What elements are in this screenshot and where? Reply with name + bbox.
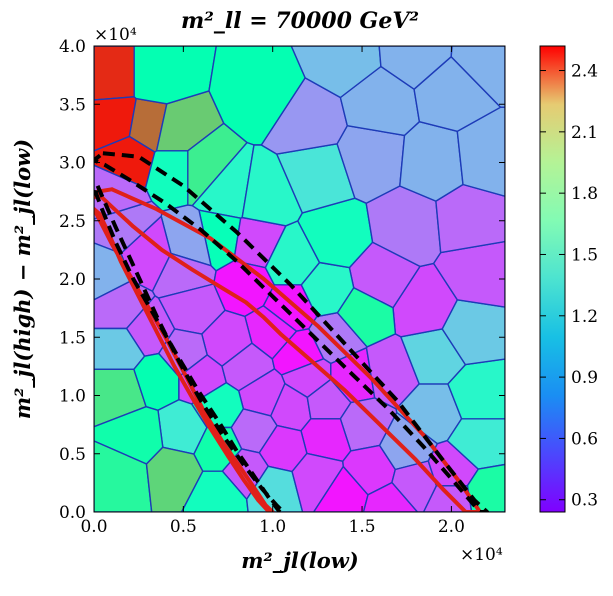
colorbar-tick-label: 0.3	[571, 491, 598, 511]
x-tick-label: 1.0	[259, 517, 286, 537]
colorbar-tick-label: 1.2	[571, 307, 598, 327]
x-scale-factor: ×10⁴	[460, 545, 503, 565]
y-tick-label: 0.5	[59, 445, 86, 465]
x-tick-label: 0.0	[80, 517, 107, 537]
x-axis: 0.0 0.5 1.0 1.5 2.0	[80, 46, 465, 537]
y-tick-label: 2.0	[59, 270, 86, 290]
y-scale-factor: ×10⁴	[94, 25, 137, 45]
voronoi-cell	[290, 46, 382, 99]
contour-curves	[94, 151, 490, 512]
y-tick-label: 4.0	[59, 37, 86, 57]
y-tick-label: 1.5	[59, 328, 86, 348]
voronoi-cell	[450, 46, 505, 108]
colorbar-tick-label: 2.1	[571, 123, 598, 143]
x-tick-label: 1.5	[349, 517, 376, 537]
x-axis-label: m²_jl(low)	[241, 548, 358, 573]
voronoi-cell	[378, 46, 453, 90]
voronoi-cell	[94, 46, 135, 101]
x-tick-label: 0.5	[170, 517, 197, 537]
y-axis: 0.0 0.5 1.0 1.5 2.0 2.5 3.0 3.5 4.0	[59, 37, 505, 523]
colorbar-tick-label: 1.5	[571, 245, 598, 265]
colorbar-tick-label: 2.4	[571, 62, 598, 82]
colorbar: 0.3 0.6 0.9 1.2 1.5 1.8 2.1 2.4	[539, 45, 598, 513]
x-tick-label: 2.0	[438, 517, 465, 537]
voronoi-cell	[362, 481, 419, 512]
plot-area	[93, 45, 506, 513]
y-tick-label: 2.5	[59, 212, 86, 232]
y-tick-label: 3.0	[59, 154, 86, 174]
colorbar-gradient	[539, 45, 566, 513]
y-tick-label: 0.0	[59, 503, 86, 523]
y-tick-label: 3.5	[59, 95, 86, 115]
voronoi-cell	[133, 46, 218, 105]
colorbar-tick-label: 0.9	[571, 368, 598, 388]
voronoi-cells	[94, 46, 505, 512]
contour-black-dashed-outer	[94, 151, 490, 512]
voronoi-cell	[399, 120, 464, 202]
contour-red-outer	[94, 187, 482, 512]
colorbar-tick-label: 1.8	[571, 184, 598, 204]
y-axis-label: m²_jl(high) − m²_jl(low)	[10, 139, 35, 419]
chart-title: m²_ll = 70000 GeV²	[181, 8, 419, 34]
y-tick-label: 1.0	[59, 387, 86, 407]
contour-black-dashed-inner	[94, 185, 286, 512]
colorbar-tick-label: 0.6	[571, 429, 598, 449]
contour-red-inner	[94, 207, 275, 512]
